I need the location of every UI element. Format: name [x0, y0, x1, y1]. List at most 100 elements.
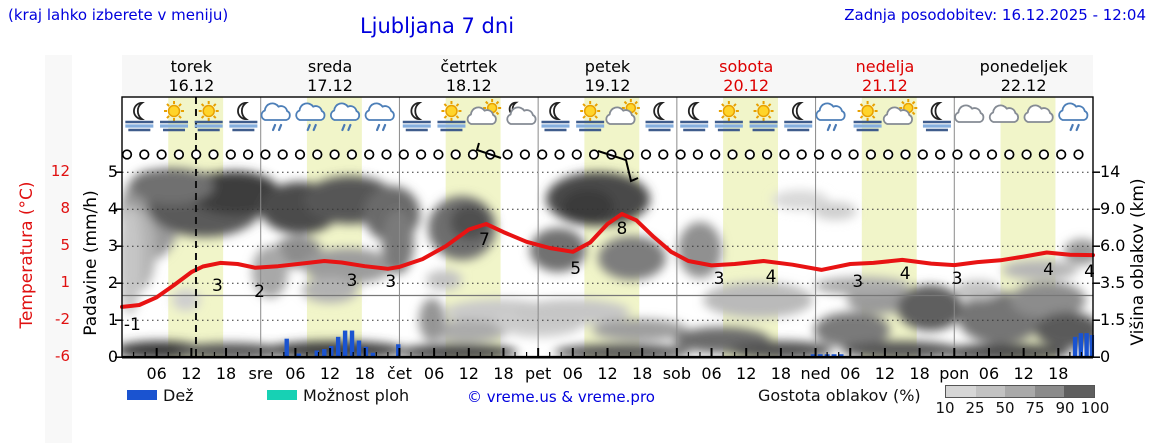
wind-calm-circle: [260, 149, 271, 160]
density-segment-4: [1064, 386, 1094, 397]
wind-calm-circle: [208, 149, 219, 160]
temp-label-4: 4: [1043, 260, 1054, 280]
precip-tick-5: 5: [107, 162, 118, 182]
wind-calm-circle: [917, 149, 928, 160]
rain-icon: [260, 102, 291, 132]
wind-calm-circle: [1021, 149, 1032, 160]
wind-calm-circle: [744, 149, 755, 160]
cloud-icon: [1023, 104, 1054, 123]
x-label-19: ned: [800, 364, 831, 383]
wind-calm-circle: [900, 149, 911, 160]
sun-mist-icon: [749, 101, 778, 132]
wind-calm-circle: [381, 149, 392, 160]
day-name-ponedeljek: ponedeljek: [979, 57, 1068, 76]
x-label-25: 12: [1013, 364, 1034, 383]
day-date-četrtek: 18.12: [445, 76, 492, 95]
wind-calm-circle: [294, 149, 306, 160]
x-label-16: 06: [701, 364, 722, 383]
rain-legend-label: Dež: [163, 386, 194, 405]
wind-calm-circle: [415, 149, 427, 160]
temp-label-4: 4: [766, 267, 777, 287]
precip-tick-3: 3: [107, 236, 118, 256]
temp-tick-5: 5: [60, 236, 70, 255]
wind-calm-circle: [640, 149, 652, 160]
wind-calm-circle: [191, 149, 202, 160]
moon-mist-icon: [784, 101, 813, 132]
moon-cloud-icon: [506, 101, 537, 125]
rain-icon: [295, 102, 326, 132]
wind-calm-circle: [952, 149, 963, 160]
wind-calm-circle: [865, 149, 877, 160]
x-label-10: 18: [493, 364, 514, 383]
gridlines: [122, 97, 1093, 358]
day-name-torek: torek: [170, 57, 213, 76]
x-label-6: 18: [354, 364, 375, 383]
shower-legend-swatch: [267, 390, 297, 400]
wind-calm-circle: [588, 149, 600, 160]
moon-mist-icon: [645, 101, 674, 132]
temp-label-3: 3: [952, 269, 963, 289]
rain-icon: [364, 102, 395, 132]
cloud-density-scale: [945, 385, 1095, 398]
x-label-18: 18: [770, 364, 792, 383]
day-date-ponedeljek: 22.12: [1000, 76, 1047, 95]
wind-calm-circle: [433, 149, 444, 160]
wind-calm-circle: [658, 149, 669, 160]
temp-tick-1: 1: [60, 273, 70, 292]
density-tick-90: 90: [1055, 399, 1075, 417]
wind-calm-circle: [623, 149, 634, 160]
precip-tick-2: 2: [107, 273, 118, 293]
sun-mist-icon: [853, 101, 882, 132]
cloud-density-legend-label: Gostota oblakov (%): [758, 386, 921, 405]
precip-tick-4: 4: [107, 199, 118, 219]
cloudheight-tick-1.5: 1.5: [1100, 310, 1126, 330]
wind-calm-circle: [242, 149, 254, 160]
cloudheight-tick-6.0: 6.0: [1100, 236, 1126, 256]
wind-calm-circle: [1004, 149, 1015, 160]
precip-tick-0: 0: [107, 347, 118, 367]
wind-calm-circle: [173, 149, 185, 160]
rain-icon: [1058, 102, 1089, 132]
temp-label--1: -1: [124, 315, 141, 335]
weather-icons: [125, 99, 1089, 132]
temp-label-7: 7: [479, 230, 490, 250]
day-header-band: [122, 55, 1093, 97]
x-label-11: pet: [525, 364, 552, 383]
menu-hint: (kraj lahko izberete v meniju): [8, 6, 229, 24]
x-label-1: 12: [181, 364, 202, 383]
sun-mist-icon: [194, 101, 223, 132]
density-tick-10: 10: [935, 399, 955, 417]
shower-dash: [810, 354, 816, 358]
shower-dash: [817, 354, 823, 358]
x-label-24: 06: [978, 364, 1000, 383]
density-tick-75: 75: [1025, 399, 1045, 417]
temp-label-4: 4: [1084, 262, 1095, 282]
x-label-5: 12: [319, 364, 341, 383]
wind-calm-circle: [329, 149, 340, 160]
page-title: Ljubljana 7 dni: [359, 14, 515, 38]
last-update: Zadnja posodobitev: 16.12.2025 - 12:04: [844, 6, 1146, 24]
temp-tick-12: 12: [50, 162, 70, 181]
sun-cloud-icon: [605, 99, 640, 125]
density-segment-0: [946, 386, 976, 397]
density-segment-3: [1034, 386, 1065, 397]
wind-calm-circle: [156, 149, 167, 160]
copyright-link[interactable]: © vreme.us & vreme.pro: [467, 388, 655, 406]
wind-calm-circle: [727, 149, 738, 160]
wind-calm-circle: [675, 149, 686, 160]
left-axis-strip: [45, 55, 72, 443]
moon-mist-icon: [402, 101, 431, 132]
x-label-0: 06: [146, 364, 167, 383]
moon-mist-icon: [680, 101, 709, 132]
day-name-četrtek: četrtek: [440, 57, 498, 76]
day-name-sreda: sreda: [307, 57, 353, 76]
wind-calm-circle: [1056, 149, 1067, 160]
density-tick-50: 50: [995, 399, 1015, 417]
day-date-nedelja: 21.12: [862, 76, 908, 95]
wind-calm-circle: [277, 149, 288, 160]
density-segment-2: [1005, 386, 1035, 397]
x-label-12: 06: [562, 364, 583, 383]
density-tick-100: 100: [1080, 399, 1110, 417]
